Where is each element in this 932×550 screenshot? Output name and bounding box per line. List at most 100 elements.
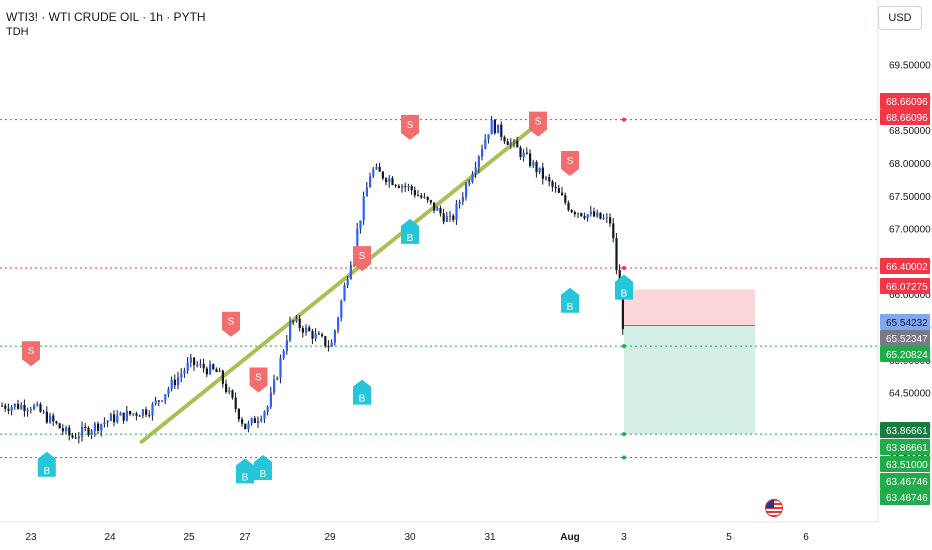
candle-body [295,318,298,321]
candle-body [602,217,605,219]
candle-body [301,328,304,333]
candle-body [519,147,522,157]
candle-body [349,264,352,280]
candle-body [564,195,567,203]
candle-body [234,397,237,409]
candle-body [269,392,272,407]
us-flag-icon[interactable] [765,499,783,517]
candle-body [257,420,260,423]
candle-body [493,119,496,134]
signal-sell-marker: S [529,111,547,137]
candle-body [605,217,608,219]
candle-body [177,377,180,386]
candle-body [599,212,602,219]
candle-body [500,124,503,137]
candle-body [55,421,58,424]
candle-body [199,363,202,365]
currency-button[interactable]: USD [878,6,922,30]
candle-body [545,177,548,179]
candle-body [157,400,160,402]
candle-body [173,379,176,386]
candle-body [65,427,68,432]
candle-body [471,174,474,183]
candle-body [487,134,490,140]
price-tag-label: 63.86661 [886,443,928,454]
candle-body [285,340,288,352]
stop-loss-zone [624,289,755,326]
x-tick-label: 29 [324,532,336,543]
candle-body [420,195,423,198]
candle-body [93,423,96,432]
candle-body [452,215,455,220]
candle-body [215,369,218,373]
candle-body [20,405,23,409]
x-tick-label: 6 [803,532,809,543]
candle-body [305,327,308,333]
level-anchor-point [622,432,626,437]
candle-body [413,190,416,196]
indicator-label[interactable]: TDH [6,26,29,38]
signal-buy-marker: B [236,458,254,484]
candle-body [154,400,157,404]
candle-body [439,208,442,214]
candle-body [442,213,445,222]
candle-body [109,414,112,421]
candle-body [250,418,253,424]
candle-body [209,364,212,375]
candle-body [225,383,228,393]
x-tick-label: 23 [25,532,37,543]
candle-body [71,435,74,438]
price-tag-resistance [880,109,930,125]
signal-label: S [255,372,262,383]
signal-sell-marker: S [222,311,240,337]
candle-body [365,187,368,197]
candle-body [321,334,324,337]
candle-body [45,411,48,423]
candle-body [33,405,36,410]
candle-body [1,405,4,407]
level-anchor-point [622,265,626,270]
candle-body [106,420,109,423]
candle-body [375,166,378,170]
candle-body [429,200,432,203]
candle-body [337,317,340,331]
candle-body [404,185,407,187]
candle-body [583,216,586,219]
candle-body [292,320,295,322]
signal-label: S [407,120,414,131]
candle-body [506,141,509,145]
candle-body [212,364,215,370]
candle-body [183,370,186,374]
price-tag-label: 65.20824 [886,350,928,361]
candle-body [308,327,311,332]
candle-body [612,223,615,239]
candle-body [570,210,573,213]
price-tag-label: 63.46746 [886,477,928,488]
price-tag-label: 66.07275 [886,282,928,293]
candle-body [196,364,199,366]
candle-body [468,182,471,185]
candle-body [84,426,87,428]
candle-body [436,208,439,211]
candle-body [170,379,173,389]
candle-body [609,217,612,224]
level-anchor-point [622,117,626,122]
candle-body [481,148,484,157]
signal-sell-marker: S [249,367,268,393]
candle-body [548,177,551,182]
candle-body [289,320,292,341]
candle-body [509,142,512,145]
signal-label: B [621,289,628,300]
candle-body [218,370,221,373]
signal-label: B [407,233,414,244]
candle-body [36,404,39,406]
candle-body [276,377,279,380]
candle-body [397,185,400,188]
candle-body [253,418,256,423]
candle-body [263,411,266,419]
candle-body [135,413,138,416]
price-tag-support [880,439,930,455]
take-profit-zone [624,325,755,435]
